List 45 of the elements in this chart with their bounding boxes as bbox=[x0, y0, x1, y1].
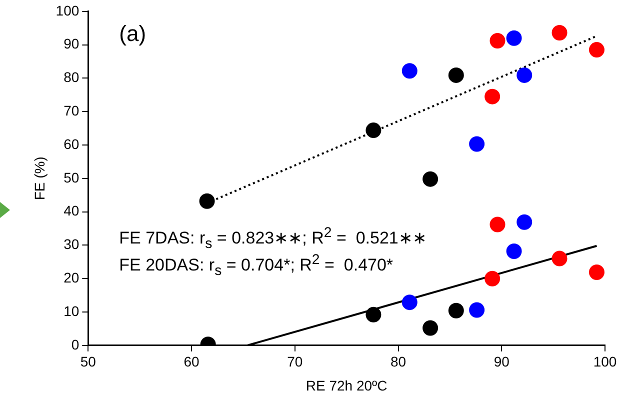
point bbox=[422, 171, 438, 187]
y-tick-label: 40 bbox=[64, 202, 80, 219]
point bbox=[448, 67, 464, 83]
point bbox=[402, 63, 418, 79]
y-tick-label: 60 bbox=[64, 136, 80, 152]
point bbox=[484, 88, 500, 104]
point bbox=[469, 136, 485, 152]
point bbox=[506, 30, 522, 46]
y-tick-label: 20 bbox=[64, 269, 80, 286]
x-tick-label: 60 bbox=[184, 354, 200, 370]
y-tick-label: 50 bbox=[64, 169, 80, 186]
x-tick-label: 100 bbox=[593, 354, 617, 370]
y-tick-label: 30 bbox=[64, 236, 80, 252]
point bbox=[366, 122, 382, 138]
x-tick-label: 80 bbox=[390, 354, 406, 370]
y-tick-label: 70 bbox=[64, 102, 80, 118]
point bbox=[484, 270, 500, 286]
point bbox=[490, 33, 506, 49]
point bbox=[199, 193, 215, 209]
point bbox=[552, 250, 568, 266]
point bbox=[366, 306, 382, 322]
y-tick-label: 100 bbox=[56, 2, 80, 18]
y-tick-label: 0 bbox=[71, 336, 80, 352]
x-tick-label: 70 bbox=[287, 354, 303, 370]
annotation: FE 7DAS: r$_{s}$ = 0.823∗∗; R$^{2}$ = 0.521∗∗ bbox=[119, 225, 426, 252]
point bbox=[588, 42, 604, 58]
point bbox=[422, 320, 438, 336]
annotation: FE 20DAS: r$_{s}$ = 0.704*; R$^{2}$ = 0.470* bbox=[119, 252, 394, 279]
y-tick-label: 90 bbox=[64, 36, 80, 52]
point bbox=[490, 216, 506, 232]
point bbox=[516, 214, 532, 230]
point bbox=[506, 243, 522, 259]
point bbox=[552, 25, 568, 41]
x-tick-label: 50 bbox=[80, 354, 96, 370]
point bbox=[469, 302, 485, 318]
point bbox=[402, 294, 418, 310]
point bbox=[516, 67, 532, 83]
x-axis-title: RE 72h 20ºC bbox=[306, 377, 388, 394]
y-tick-label: 80 bbox=[64, 69, 80, 86]
annotation: (a) bbox=[119, 21, 146, 48]
y-tick-label: 10 bbox=[64, 302, 80, 319]
y-axis-title: FE (%) bbox=[31, 156, 48, 200]
point bbox=[588, 264, 604, 280]
x-tick-label: 90 bbox=[494, 354, 510, 370]
point bbox=[448, 302, 464, 318]
